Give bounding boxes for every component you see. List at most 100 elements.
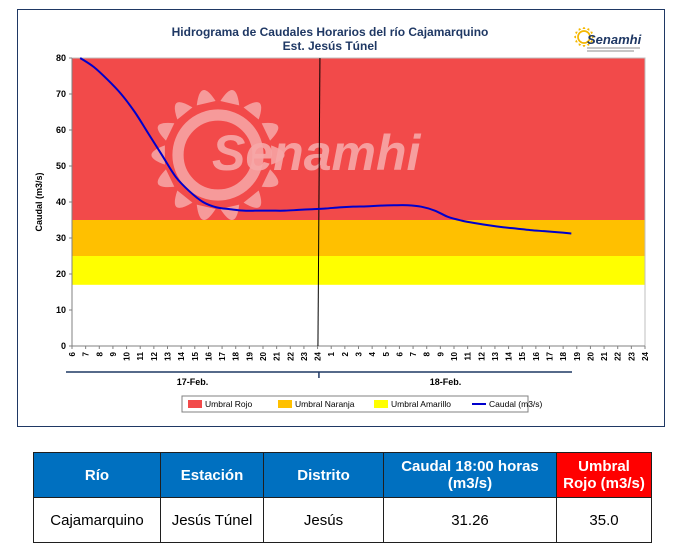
header-umbral-rojo: Umbral Rojo (m3/s): [556, 452, 652, 498]
x-tick-label: 20: [586, 351, 595, 360]
sun-ray: [578, 43, 582, 46]
cell-rio: Cajamarquino: [33, 497, 161, 543]
legend-swatch: [374, 400, 388, 408]
day-separator-line: [317, 57, 321, 347]
sun-ray: [578, 28, 582, 31]
chart-frame: Hidrograma de Caudales Horarios del río …: [17, 9, 665, 427]
band-naranja: [72, 220, 645, 256]
logo-text: Senamhi: [587, 32, 642, 47]
sun-ray: [196, 90, 216, 106]
legend-label: Caudal (m3/s): [489, 399, 543, 409]
sun-ring: [172, 109, 264, 201]
sun-ray: [582, 27, 586, 30]
x-tick-label: 11: [136, 351, 145, 360]
sun-ray: [220, 90, 240, 106]
y-axis-label: Caudal (m3/s): [34, 172, 44, 231]
cell-caudal: 31.26: [383, 497, 557, 543]
legend: Umbral Rojo Umbral Naranja Umbral Amarillo…: [181, 395, 543, 413]
y-tick-label: 40: [56, 197, 66, 207]
header-caudal: Caudal 18:00 horas (m3/s): [383, 452, 557, 498]
y-tick-label: 50: [56, 161, 66, 171]
hydrograph-chart: Hidrograma de Caudales Horarios del río …: [34, 25, 650, 413]
x-tick-label: 4: [368, 351, 377, 356]
sun-ray: [151, 145, 165, 165]
sun-ray: [574, 35, 577, 39]
sun-ray: [261, 169, 279, 188]
x-tick-label: 22: [286, 351, 295, 360]
x-tick-label: 23: [627, 351, 636, 360]
x-tick-label: 18: [559, 351, 568, 360]
y-tick-label: 0: [61, 341, 66, 351]
legend-swatch: [188, 400, 202, 408]
sun-ray: [157, 169, 175, 188]
x-tick-label: 13: [164, 351, 173, 360]
y-tick-label: 30: [56, 233, 66, 243]
sun-ray: [586, 28, 590, 31]
table-header-row: Río Estación Distrito Caudal 18:00 horas…: [33, 452, 652, 498]
x-tick-label: 3: [355, 351, 364, 356]
y-tick-label: 70: [56, 89, 66, 99]
x-tick-label: 10: [450, 351, 459, 360]
legend-box: [181, 395, 529, 413]
x-tick-label: 24: [641, 351, 650, 360]
cell-distrito: Jesús: [263, 497, 384, 543]
x-tick-label: 21: [600, 351, 609, 360]
header-estacion: Estación: [160, 452, 264, 498]
caudal-series-line: [79, 57, 572, 235]
x-tick-label: 20: [259, 351, 268, 360]
x-tick-label: 1: [327, 351, 336, 356]
sun-ring: [577, 30, 591, 44]
sun-icon: [574, 27, 594, 47]
sun-ray: [157, 122, 175, 141]
sun-ray: [590, 39, 593, 43]
sun-ray: [243, 102, 262, 120]
sun-ray: [590, 31, 593, 35]
sun-ray: [575, 31, 578, 35]
legend-swatch: [278, 400, 292, 408]
sun-ray: [261, 122, 279, 141]
chart-subtitle: Est. Jesús Túnel: [283, 39, 378, 53]
x-tick-label: 14: [505, 351, 514, 360]
x-tick-label: 6: [395, 351, 404, 356]
senamhi-logo: Senamhi: [574, 27, 642, 52]
sun-ray: [271, 145, 285, 165]
sun-ray: [243, 190, 262, 208]
x-tick-label: 5: [382, 351, 391, 356]
cell-umbral-rojo: 35.0: [556, 497, 652, 543]
x-tick-label: 18: [232, 351, 241, 360]
x-tick-label: 19: [573, 351, 582, 360]
x-tick-label: 6: [68, 351, 77, 356]
x-tick-label: 22: [614, 351, 623, 360]
x-tick-label: 11: [464, 351, 473, 360]
x-tick-label: 12: [150, 351, 159, 360]
x-tick-label: 17: [218, 351, 227, 360]
sun-ray: [196, 204, 216, 220]
header-rio: Río: [33, 452, 161, 498]
sun-ray: [591, 35, 594, 39]
table-row: Cajamarquino Jesús Túnel Jesús 31.26 35.…: [33, 497, 652, 543]
day-label: 18-Feb.: [430, 377, 462, 387]
summary-table: Río Estación Distrito Caudal 18:00 horas…: [33, 452, 652, 543]
x-tick-label: 14: [177, 351, 186, 360]
x-tick-label: 15: [518, 351, 527, 360]
x-tick-label: 9: [436, 351, 445, 356]
x-tick-label: 7: [409, 351, 418, 356]
chart-title: Hidrograma de Caudales Horarios del río …: [172, 25, 489, 39]
x-tick-label: 2: [341, 351, 350, 356]
y-axis: 0 10 20 30 40 50 60 70 80: [56, 53, 73, 351]
y-tick-label: 10: [56, 305, 66, 315]
sun-ray: [582, 44, 586, 47]
y-tick-label: 20: [56, 269, 66, 279]
x-tick-label: 19: [245, 351, 254, 360]
sun-ray: [575, 39, 578, 43]
x-tick-label: 24: [314, 351, 323, 360]
watermark-text: Senamhi: [212, 125, 422, 181]
x-tick-label: 15: [191, 351, 200, 360]
x-tick-label: 13: [491, 351, 500, 360]
cell-estacion: Jesús Túnel: [160, 497, 264, 543]
x-tick-label: 7: [82, 351, 91, 356]
x-tick-label: 16: [532, 351, 541, 360]
band-amarillo: [72, 256, 645, 285]
x-tick-label: 8: [95, 351, 104, 356]
watermark-sun-icon: [151, 90, 285, 220]
